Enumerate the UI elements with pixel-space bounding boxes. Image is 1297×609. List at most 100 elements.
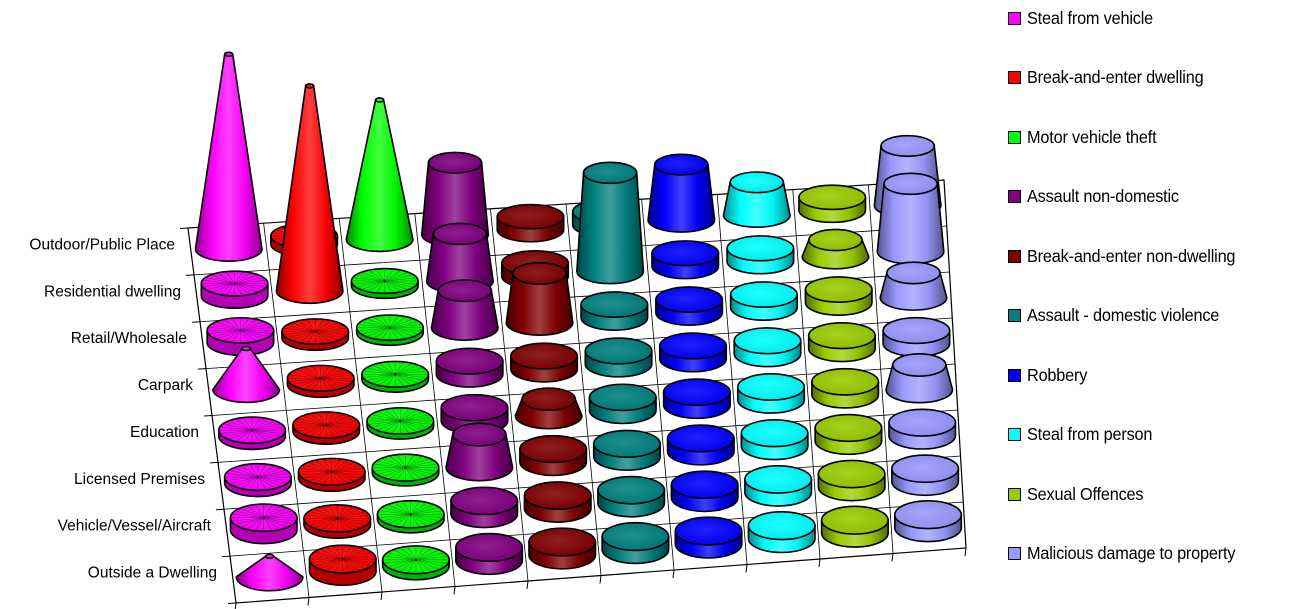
column-mark (804, 276, 873, 316)
column-mark (674, 516, 743, 559)
column-mark (807, 321, 876, 363)
column-mark (726, 235, 795, 275)
column-mark (528, 527, 597, 570)
column-mark (505, 261, 574, 337)
column-mark (200, 270, 269, 310)
column-mark (658, 332, 728, 373)
column-mark (275, 83, 344, 305)
column-mark (445, 422, 514, 482)
column-mark (891, 454, 960, 497)
tick-column (672, 569, 675, 579)
legend-label: Robbery (1027, 364, 1088, 385)
row-label: Retail/Wholesale (71, 330, 187, 347)
column-mark (376, 499, 445, 534)
tick-row (203, 415, 213, 417)
legend-swatch (1008, 547, 1021, 560)
tick-column (526, 580, 529, 590)
column-mark (345, 97, 414, 253)
column-mark (235, 553, 304, 592)
tick-row (221, 555, 231, 558)
legend-item: Sexual Offences (1008, 482, 1152, 506)
column-mark (814, 413, 883, 456)
legend-item: Malicious damage to property (1008, 542, 1251, 566)
column-mark (647, 153, 716, 233)
row-label: Education (130, 424, 199, 441)
column-mark (229, 503, 298, 545)
column-mark (651, 240, 720, 280)
column-mark (218, 416, 287, 451)
column-mark (888, 408, 957, 450)
column-mark (496, 203, 565, 243)
chart-ticks (179, 227, 967, 609)
column-mark (736, 373, 806, 414)
column-mark (876, 172, 945, 265)
column-mark (450, 486, 519, 529)
column-mark (361, 360, 430, 393)
chart-marks (194, 51, 963, 592)
column-mark (662, 378, 731, 420)
row-label: Residential dwelling (44, 283, 181, 300)
legend-label: Steal from person (1027, 424, 1153, 444)
tick-row (197, 368, 207, 370)
legend-swatch (1008, 249, 1021, 263)
tick-row (209, 461, 219, 464)
column-mark (893, 500, 963, 543)
legend-item: Break-and-enter non-dwelling (1008, 244, 1251, 268)
legend-item: Motor vehicle theft (1008, 125, 1166, 149)
column-mark (350, 267, 419, 300)
column-mark (584, 337, 653, 378)
legend-item: Assault non-domestic (1008, 185, 1190, 209)
legend-item: Assault - domestic violence (1008, 304, 1234, 328)
legend-item: Steal from vehicle (1008, 6, 1163, 30)
column-mark (371, 453, 440, 487)
tick-column (818, 558, 821, 568)
column-mark (286, 364, 355, 399)
column-mark (381, 545, 450, 581)
column-mark (729, 281, 798, 321)
tick-column (380, 591, 383, 601)
column-mark (740, 419, 809, 461)
row-label: Licensed Premises (74, 471, 205, 488)
row-label: Outdoor/Public Place (29, 236, 175, 253)
column-mark (597, 475, 666, 518)
column-mark (817, 459, 886, 502)
tick-column (599, 575, 602, 584)
tick-row (179, 227, 189, 229)
column-mark (885, 353, 954, 404)
column-mark (879, 261, 948, 311)
column-mark (798, 184, 867, 224)
column-mark (666, 424, 735, 466)
legend-swatch (1008, 71, 1021, 84)
legend-item: Robbery (1008, 363, 1092, 387)
column-mark (747, 510, 816, 554)
legend-item: Break-and-enter dwelling (1008, 66, 1217, 90)
column-mark (212, 345, 281, 404)
column-mark (592, 429, 662, 471)
tick-column (307, 597, 310, 606)
legend-label: Malicious damage to property (1027, 543, 1236, 563)
column-mark (281, 318, 350, 352)
column-mark (303, 504, 372, 540)
column-mark (206, 316, 275, 357)
legend-swatch (1008, 487, 1021, 501)
column-mark (514, 387, 583, 430)
column-mark (588, 383, 657, 425)
column-mark (744, 464, 813, 507)
column-mark (655, 286, 724, 326)
tick-row (215, 508, 225, 511)
legend-label: Break-and-enter dwelling (1027, 67, 1204, 87)
row-label: Outside a Dwelling (88, 565, 217, 582)
legend-label: Assault non-domestic (1027, 186, 1179, 206)
column-mark (519, 434, 588, 477)
tick-row (227, 602, 237, 604)
column-mark (435, 347, 504, 388)
column-mark (820, 505, 889, 548)
column-mark (297, 457, 366, 493)
legend-swatch (1008, 428, 1021, 441)
tick-column (745, 564, 748, 573)
column-mark (882, 316, 951, 358)
legend-label: Motor vehicle theft (1027, 126, 1157, 147)
column-mark (811, 367, 880, 409)
legend-label: Assault - domestic violence (1027, 305, 1220, 325)
